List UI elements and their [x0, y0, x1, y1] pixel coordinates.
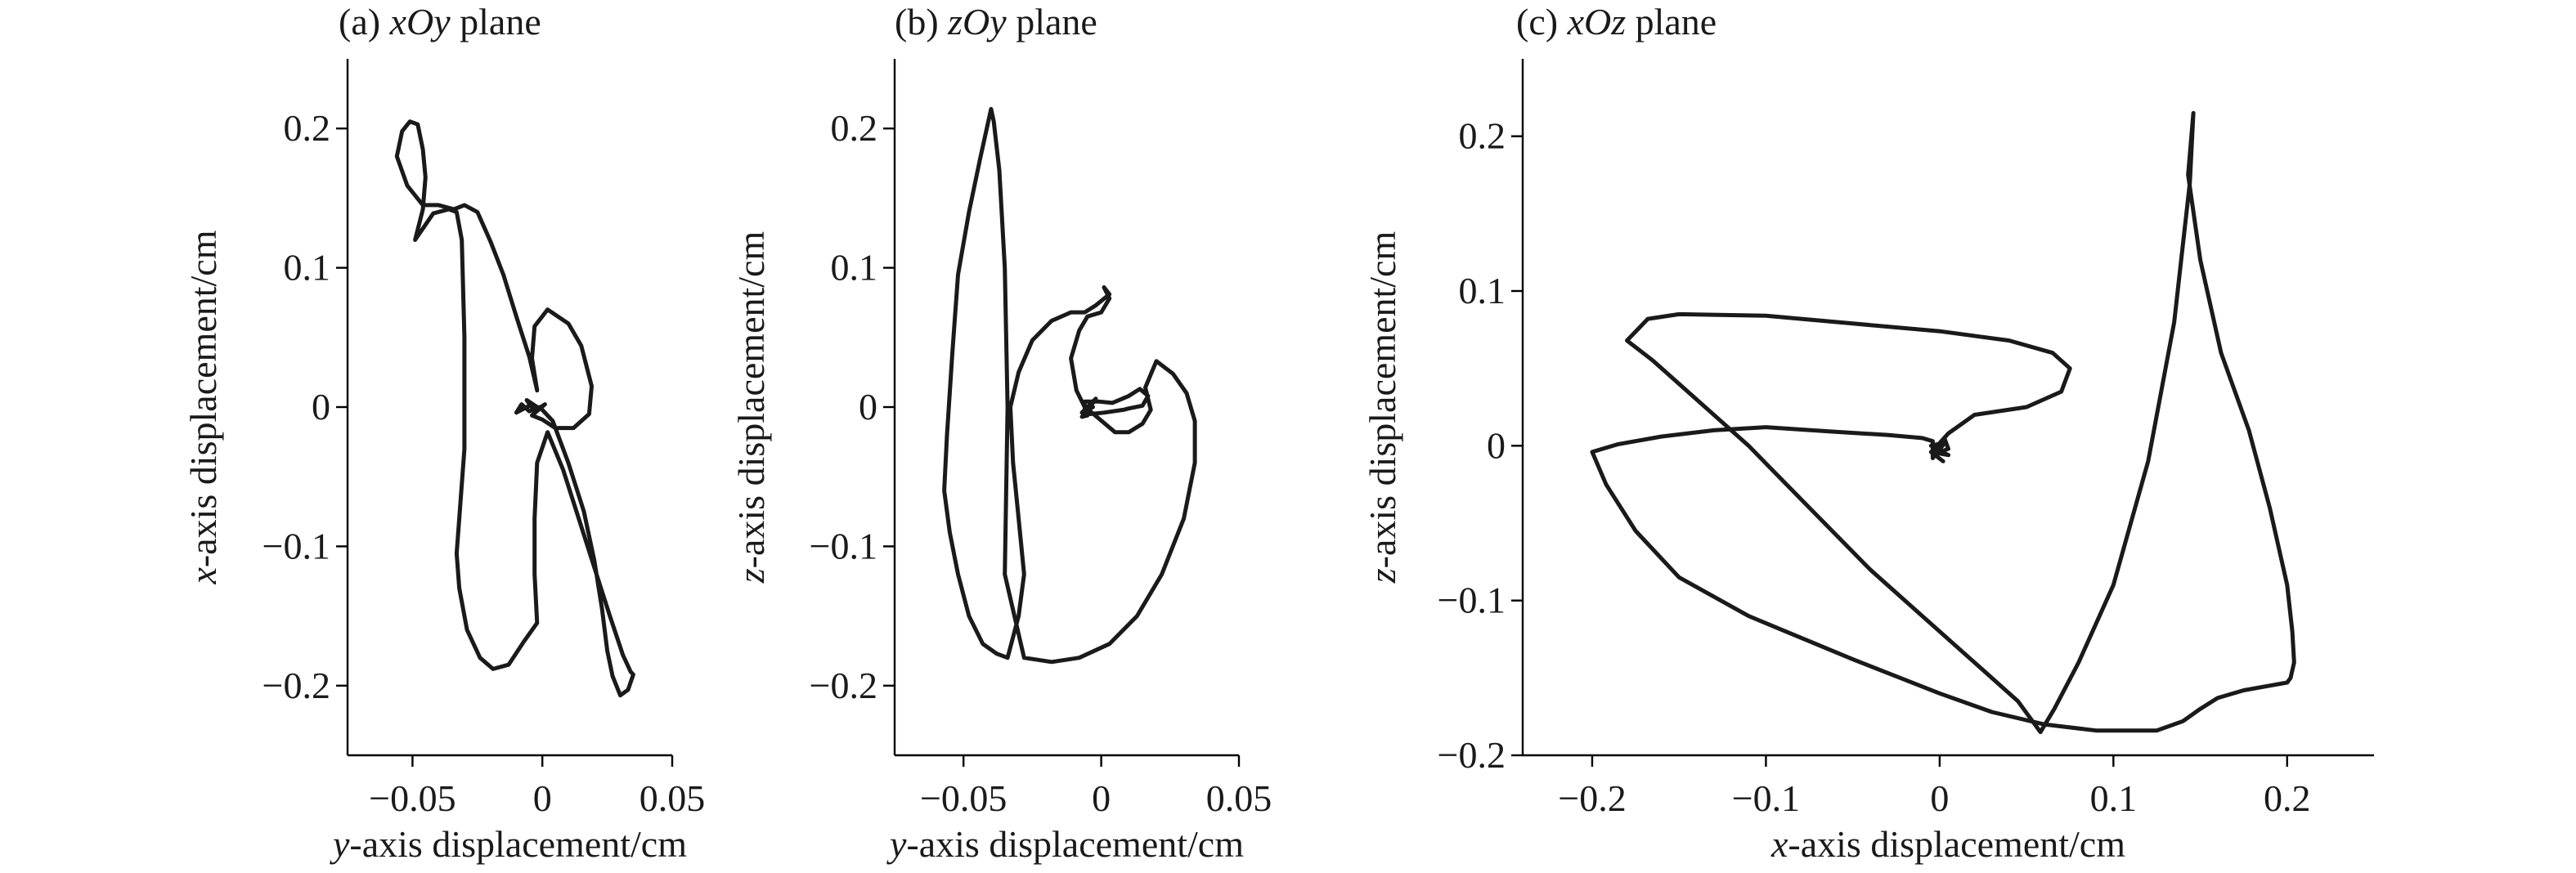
x-axis-label: x-axis displacement/cm: [1770, 823, 2125, 865]
y-tick-label: 0.2: [831, 107, 878, 149]
y-ticks: −0.2 −0.1 0 0.1 0.2: [1438, 115, 1523, 776]
y-tick-label: −0.1: [810, 525, 877, 566]
x-tick-label: 0: [1930, 777, 1949, 819]
y-axis-label: z-axis displacement/cm: [1362, 231, 1403, 584]
x-tick-label: −0.05: [920, 777, 1007, 819]
x-ticks: −0.05 0 0.05: [920, 755, 1272, 819]
x-ticks: −0.2 −0.1 0 0.1 0.2: [1558, 755, 2311, 819]
y-tick-label: 0.1: [831, 247, 878, 289]
x-tick-label: 0.1: [2090, 777, 2138, 819]
y-tick-label: 0.2: [1459, 115, 1506, 157]
x-tick-label: 0.05: [640, 777, 706, 819]
x-tick-label: 0: [1092, 777, 1111, 819]
x-ticks: −0.05 0 0.05: [369, 755, 705, 819]
panel-title: (c) xOz plane: [1516, 1, 1717, 43]
x-tick-label: −0.1: [1732, 777, 1800, 819]
y-ticks: −0.2 −0.1 0 0.1 0.2: [810, 107, 895, 706]
trajectory-line-zoy: [942, 106, 1197, 665]
y-tick-label: 0.1: [1459, 270, 1506, 311]
y-tick-label: −0.2: [263, 665, 330, 706]
y-tick-label: 0: [312, 386, 330, 428]
x-tick-label: 0: [533, 777, 552, 819]
trajectory-line-xoz: [1590, 110, 2296, 735]
x-tick-label: −0.2: [1558, 777, 1626, 819]
panel-title: (a) xOy plane: [339, 1, 541, 43]
panel-a-xoy: (a) xOy plane −0.05 0 0.05 −0.2 −0.1 0 0.1 0.2…: [182, 1, 705, 865]
x-tick-label: −0.05: [369, 777, 456, 819]
y-tick-label: 0: [859, 386, 877, 428]
x-tick-label: 0.2: [2264, 777, 2311, 819]
y-tick-label: −0.1: [1438, 580, 1506, 621]
y-tick-label: −0.2: [810, 665, 877, 706]
y-tick-label: 0: [1487, 424, 1506, 466]
x-tick-label: 0.05: [1206, 777, 1272, 819]
y-axis-label: z-axis displacement/cm: [730, 231, 772, 584]
x-axis-label: y-axis displacement/cm: [886, 823, 1244, 865]
panel-title: (b) zOy plane: [895, 1, 1097, 43]
y-tick-label: 0.2: [284, 107, 331, 149]
y-tick-label: 0.1: [284, 247, 331, 289]
panel-c-xoz: (c) xOz plane −0.2 −0.1 0 0.1 0.2 −0.2 −0.1 0 0…: [1362, 1, 2374, 865]
panel-b-zoy: (b) zOy plane −0.05 0 0.05 −0.2 −0.1 0 0.1 0.2…: [730, 1, 1272, 865]
x-axis-label: y-axis displacement/cm: [330, 823, 687, 865]
y-ticks: −0.2 −0.1 0 0.1 0.2: [263, 107, 348, 706]
y-tick-label: −0.1: [263, 525, 330, 566]
trajectory-line-xoy: [394, 119, 635, 698]
y-tick-label: −0.2: [1438, 734, 1506, 776]
y-axis-label: x-axis displacement/cm: [182, 230, 224, 584]
